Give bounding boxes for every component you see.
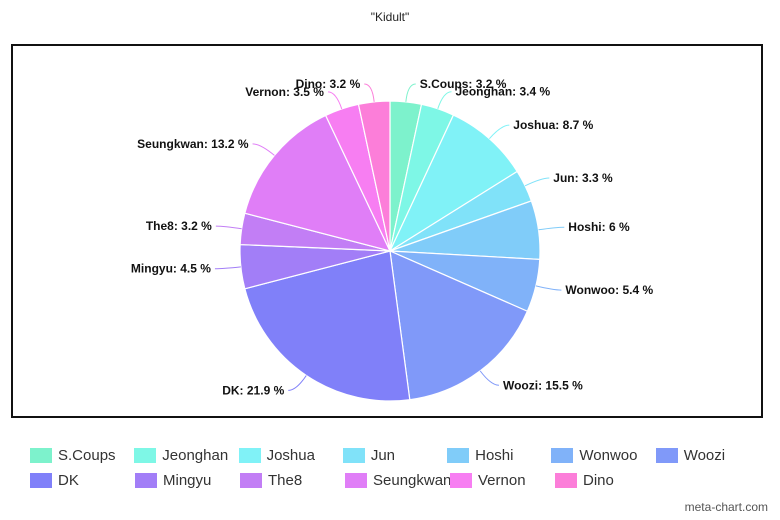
leader-line-woozi (479, 370, 500, 386)
legend-item-s-coups[interactable]: S.Coups (30, 447, 134, 464)
legend-item-jun[interactable]: Jun (342, 447, 447, 464)
legend-swatch (345, 473, 367, 488)
legend-swatch (450, 473, 472, 488)
data-label-dk: DK: 21.9 % (222, 383, 284, 397)
data-label-jeonghan: Jeonghan: 3.4 % (455, 85, 550, 99)
legend-label: Wonwoo (579, 447, 638, 464)
legend-row: S.Coups Jeonghan Joshua Jun Hoshi Wonwoo Woozi (30, 443, 760, 468)
legend-swatch (30, 473, 52, 488)
legend-swatch (555, 473, 577, 488)
legend-item-woozi[interactable]: Woozi (655, 447, 760, 464)
chart-frame (11, 44, 763, 418)
legend-swatch (655, 448, 678, 463)
legend-swatch (135, 473, 157, 488)
legend-item-dino[interactable]: Dino (555, 472, 660, 489)
legend-item-the8[interactable]: The8 (240, 472, 345, 489)
leader-line-dino (364, 83, 375, 102)
legend: S.Coups Jeonghan Joshua Jun Hoshi Wonwoo Woozi… (30, 443, 760, 493)
leader-line-seungkwan (252, 143, 275, 156)
leader-line-mingyu (214, 266, 241, 270)
legend-item-jeonghan[interactable]: Jeonghan (134, 447, 238, 464)
legend-swatch (447, 448, 470, 463)
leader-line-jun (524, 177, 550, 187)
data-label-mingyu: Mingyu: 4.5 % (131, 262, 211, 276)
legend-item-hoshi[interactable]: Hoshi (447, 447, 551, 464)
chart-title: "Kidult" (370, 10, 410, 24)
leader-line-dk (288, 375, 307, 391)
leader-line-joshua (489, 124, 510, 139)
legend-row: DK Mingyu The8 Seungkwan Vernon Dino (30, 468, 760, 493)
legend-label: Jun (370, 447, 396, 464)
legend-label: Seungkwan (373, 472, 452, 489)
legend-label: Woozi (683, 447, 726, 464)
legend-label: The8 (268, 472, 303, 489)
leader-line-the8 (215, 225, 242, 230)
leader-line-wonwoo (535, 285, 562, 291)
pie-slice-seungkwan (244, 114, 392, 252)
legend-label: Hoshi (475, 447, 514, 464)
leader-line-s-coups (405, 83, 416, 102)
data-label-joshua: Joshua: 8.7 % (513, 118, 593, 132)
data-label-jun: Jun: 3.3 % (553, 171, 613, 185)
legend-item-joshua[interactable]: Joshua (238, 447, 343, 464)
leader-line-vernon (327, 91, 343, 110)
legend-label: Mingyu (163, 472, 212, 489)
data-label-seungkwan: Seungkwan: 13.2 % (137, 137, 249, 151)
data-label-vernon: Vernon: 3.5 % (245, 85, 324, 99)
legend-item-mingyu[interactable]: Mingyu (135, 472, 240, 489)
legend-swatch (134, 448, 157, 463)
legend-item-dk[interactable]: DK (30, 472, 135, 489)
data-label-the8: The8: 3.2 % (146, 219, 212, 233)
legend-label: Dino (583, 472, 614, 489)
legend-label: Jeonghan (162, 447, 229, 464)
legend-label: S.Coups (58, 447, 116, 464)
legend-swatch (240, 473, 262, 488)
legend-label: DK (58, 472, 79, 489)
legend-swatch (30, 448, 52, 463)
legend-item-vernon[interactable]: Vernon (450, 472, 555, 489)
legend-item-seungkwan[interactable]: Seungkwan (345, 472, 452, 489)
pie-slice-joshua (388, 114, 519, 253)
leader-line-jeonghan (437, 91, 452, 109)
legend-item-wonwoo[interactable]: Wonwoo (551, 447, 655, 464)
watermark: meta-chart.com (684, 500, 768, 514)
data-label-woozi: Woozi: 15.5 % (503, 378, 583, 392)
data-label-s-coups: S.Coups: 3.2 % (420, 77, 507, 91)
legend-label: Joshua (266, 447, 315, 464)
legend-swatch (342, 448, 365, 463)
data-label-dino: Dino: 3.2 % (296, 77, 361, 91)
leader-line-hoshi (538, 226, 565, 231)
data-label-hoshi: Hoshi: 6 % (568, 220, 630, 234)
pie-slice-dino (357, 100, 391, 252)
legend-swatch (238, 448, 261, 463)
data-label-wonwoo: Wonwoo: 5.4 % (565, 283, 653, 297)
legend-label: Vernon (478, 472, 526, 489)
legend-swatch (551, 448, 574, 463)
